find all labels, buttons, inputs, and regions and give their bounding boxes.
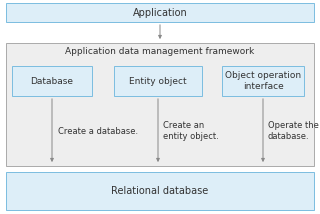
Text: Application data management framework: Application data management framework — [65, 46, 255, 55]
FancyBboxPatch shape — [6, 3, 314, 22]
FancyBboxPatch shape — [222, 66, 304, 96]
Text: Operate the
database.: Operate the database. — [268, 121, 319, 141]
FancyBboxPatch shape — [6, 172, 314, 210]
Text: Create a database.: Create a database. — [58, 126, 138, 135]
FancyBboxPatch shape — [12, 66, 92, 96]
FancyBboxPatch shape — [6, 43, 314, 166]
Text: Database: Database — [30, 76, 74, 86]
Text: Application: Application — [132, 7, 188, 18]
Text: Relational database: Relational database — [111, 186, 209, 196]
Text: Object operation
interface: Object operation interface — [225, 71, 301, 91]
Text: Create an
entity object.: Create an entity object. — [163, 121, 219, 141]
FancyBboxPatch shape — [114, 66, 202, 96]
Text: Entity object: Entity object — [129, 76, 187, 86]
